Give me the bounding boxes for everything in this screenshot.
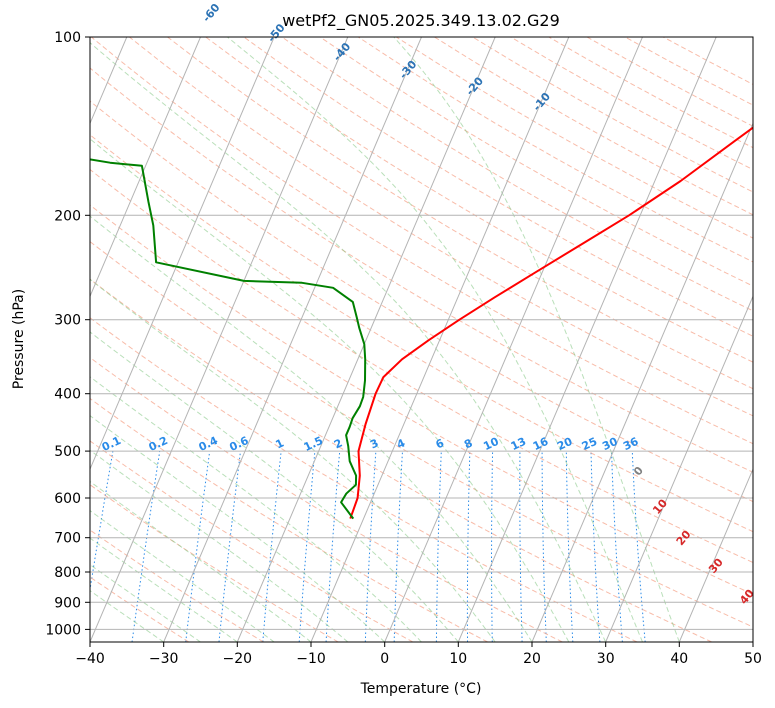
mixing-ratio-label: 36 xyxy=(621,435,641,453)
background-lines xyxy=(90,37,753,642)
mixing-ratio-line xyxy=(298,451,316,642)
isotherm-line xyxy=(90,37,275,471)
dry-adiabat-line xyxy=(243,37,753,337)
x-tick-label: −10 xyxy=(296,651,326,667)
isotherm-line xyxy=(531,122,753,642)
dry-adiabat-line xyxy=(90,278,712,642)
y-axis-ticks: 1000 900 800 700 600 500 400 300 200 100 xyxy=(45,30,90,638)
temperature-profile-line xyxy=(349,126,753,519)
isotherm-line xyxy=(384,37,643,642)
x-tick-label: −20 xyxy=(223,651,253,667)
mixing-ratio-label: 16 xyxy=(531,435,551,453)
x-tick-label: 10 xyxy=(449,651,467,667)
mixing-ratio-label: 13 xyxy=(509,435,528,453)
moist-adiabat-line xyxy=(90,215,533,642)
moist-adiabat-line xyxy=(90,589,164,642)
mixing-ratio-line xyxy=(262,451,282,642)
x-tick-label: 20 xyxy=(523,651,541,667)
y-tick-label: 1000 xyxy=(45,622,81,638)
moist-adiabat-line xyxy=(90,138,570,642)
mixing-ratio-label: 10 xyxy=(481,435,501,453)
x-tick-label: −40 xyxy=(75,651,105,667)
dewpoint-profile-line xyxy=(90,158,367,520)
moist-adiabat-line xyxy=(90,278,496,642)
moist-adiabat-line xyxy=(90,449,349,642)
isotherm-line xyxy=(236,37,496,642)
mixing-ratio-line xyxy=(631,451,646,642)
dry-adiabat-line xyxy=(90,529,264,642)
moist-adiabat-line xyxy=(227,37,643,642)
dry-adiabat-line xyxy=(90,134,753,533)
isotherm-line xyxy=(163,37,422,642)
isotherm-line xyxy=(605,295,753,642)
x-axis-ticks: −40 −30 −20 −10 0 10 20 30 40 50 xyxy=(75,642,762,667)
moist-adiabat-line xyxy=(90,331,459,642)
y-tick-label: 300 xyxy=(54,313,81,329)
chart-title: wetPf2_GN05.2025.349.13.02.G29 xyxy=(282,11,560,31)
y-tick-label: 800 xyxy=(54,565,81,581)
x-tick-label: 40 xyxy=(670,651,688,667)
moist-adiabat-line xyxy=(90,537,238,642)
x-tick-label: −30 xyxy=(149,651,179,667)
dry-adiabat-line xyxy=(281,37,753,312)
y-axis-label: Pressure (hPa) xyxy=(11,289,27,389)
dry-adiabat-line xyxy=(90,484,339,642)
x-axis-label: Temperature (°C) xyxy=(360,681,482,697)
mixing-ratio-label: 25 xyxy=(580,435,599,453)
moist-adiabat-line xyxy=(90,415,386,642)
plot-frame xyxy=(89,36,754,643)
dry-adiabat-line xyxy=(205,37,753,363)
y-tick-label: 600 xyxy=(54,491,81,507)
y-tick-label: 400 xyxy=(54,387,81,403)
y-tick-label: 500 xyxy=(54,444,81,460)
mixing-ratio-label: 30 xyxy=(600,435,620,453)
mixing-ratio-line xyxy=(90,451,114,593)
sounding-profiles xyxy=(90,126,753,520)
isotherm-line xyxy=(678,467,753,642)
dry-adiabat-line xyxy=(90,204,753,595)
moist-adiabat-line xyxy=(90,564,201,642)
dry-adiabat-line xyxy=(90,356,563,642)
dry-adiabat-line xyxy=(90,397,488,642)
isotherm-line xyxy=(310,37,570,642)
moist-adiabat-line xyxy=(90,376,422,642)
y-tick-label: 700 xyxy=(54,531,81,547)
isotherm-line xyxy=(457,37,717,642)
x-tick-label: 50 xyxy=(744,651,762,667)
dry-adiabat-line xyxy=(90,317,638,642)
dry-adiabat-line xyxy=(90,67,753,473)
dry-adiabat-line xyxy=(90,100,753,503)
y-tick-label: 200 xyxy=(54,208,81,224)
y-tick-label: 900 xyxy=(54,595,81,611)
x-tick-label: 0 xyxy=(380,651,389,667)
isotherm-line xyxy=(90,37,201,298)
mixing-ratio-line xyxy=(218,451,241,642)
mixing-ratio-line xyxy=(185,451,211,642)
moist-adiabat-line xyxy=(393,37,680,642)
y-tick-label: 100 xyxy=(54,30,81,46)
mixing-ratio-label: 20 xyxy=(555,435,575,453)
isotherm-line xyxy=(90,37,349,642)
dry-adiabat-line xyxy=(167,37,753,390)
x-tick-label: 30 xyxy=(597,651,615,667)
dry-adiabat-line xyxy=(90,241,753,628)
